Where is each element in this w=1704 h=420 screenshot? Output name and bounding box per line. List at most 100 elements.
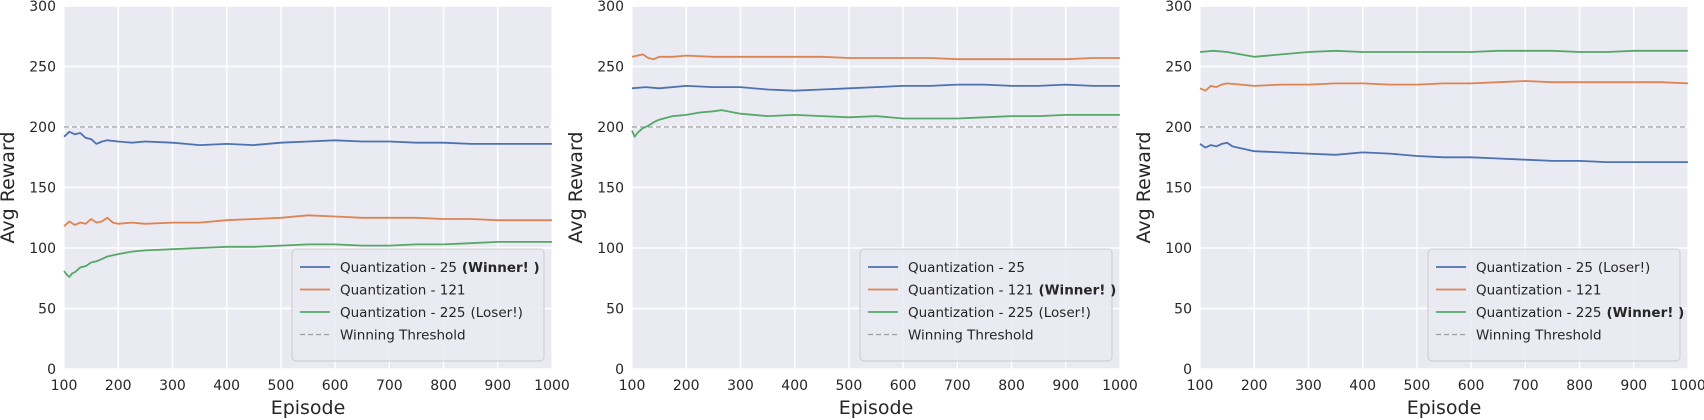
series-line-1 [63, 130, 552, 147]
x-tick-label: 700 [1512, 378, 1539, 394]
legend-entry: Quantization - 25 (Winner! ) [340, 260, 540, 276]
y-axis-label: Avg Reward [0, 132, 19, 244]
y-axis-label: Avg Reward [565, 132, 587, 244]
legend-entry-name: Quantization - 121 [908, 283, 1034, 299]
y-tick-label: 0 [1183, 362, 1192, 378]
x-tick-label: 600 [322, 378, 349, 394]
x-tick-label: 800 [1566, 378, 1593, 394]
chart-panel-3: 0 50 100 150 200 250 300 100 200 300 400 500 600 700 8… [1133, 0, 1704, 419]
x-tick-label: 200 [105, 378, 132, 394]
legend-entry-name: Quantization - 25 [908, 260, 1025, 276]
x-axis-label: Episode [839, 397, 914, 419]
x-tick-label: 100 [51, 378, 78, 394]
y-tick-label: 0 [615, 362, 624, 378]
x-tick-label: 1000 [534, 378, 570, 394]
x-axis-label: Episode [271, 397, 346, 419]
legend-entry: Quantization - 225 (Loser!) [908, 305, 1091, 321]
legend-entry-name: Quantization - 25 [1476, 260, 1593, 276]
legend-entry: Quantization - 25 (Loser!) [1476, 260, 1650, 276]
x-tick-label: 700 [944, 378, 971, 394]
legend: Quantization - 25 (Loser!)Quantization - … [1427, 248, 1684, 362]
y-tick-label: 100 [1165, 241, 1192, 257]
legend: Quantization - 25 (Winner! )Quantization … [291, 248, 545, 362]
x-tick-label: 300 [1295, 378, 1322, 394]
legend-entry-name: Quantization - 225 [340, 305, 466, 321]
y-tick-label: 200 [29, 120, 56, 136]
legend-entry-name: Quantization - 25 [340, 260, 457, 276]
legend-entry: Quantization - 121 [1476, 283, 1602, 299]
x-tick-label: 900 [484, 378, 511, 394]
series-line-2 [631, 53, 1120, 61]
legend-entry-tag: (Loser!) [1039, 305, 1091, 321]
x-tick-label: 400 [213, 378, 240, 394]
legend-box [1427, 248, 1681, 362]
x-tick-label: 1000 [1670, 378, 1704, 394]
x-tick-label: 900 [1052, 378, 1079, 394]
y-tick-label: 0 [47, 362, 56, 378]
x-tick-label: 800 [998, 378, 1025, 394]
x-tick-label: 1000 [1102, 378, 1138, 394]
x-tick-label: 200 [1241, 378, 1268, 394]
y-tick-label: 100 [597, 241, 624, 257]
x-tick-label: 100 [1187, 378, 1214, 394]
legend-entry-threshold: Winning Threshold [908, 328, 1034, 344]
y-tick-label: 300 [1165, 0, 1192, 15]
series-line-2 [63, 214, 552, 227]
y-tick-label: 250 [1165, 60, 1192, 76]
y-tick-label: 50 [38, 302, 56, 318]
x-tick-label: 500 [836, 378, 863, 394]
x-tick-label: 600 [890, 378, 917, 394]
y-tick-label: 200 [1165, 120, 1192, 136]
legend-entry-tag: (Loser!) [1598, 260, 1650, 276]
legend-entry-threshold: Winning Threshold [1476, 328, 1602, 344]
y-tick-label: 300 [597, 0, 624, 15]
series-line-2 [1199, 80, 1689, 92]
y-tick-label: 150 [1165, 181, 1192, 197]
legend-box [859, 248, 1113, 362]
legend-entry-threshold: Winning Threshold [340, 328, 466, 344]
x-tick-label: 200 [673, 378, 700, 394]
y-tick-label: 150 [597, 181, 624, 197]
legend-entry-tag: (Winner! ) [1607, 305, 1685, 321]
y-tick-label: 150 [29, 181, 56, 197]
legend-entry-name: Quantization - 225 [1476, 305, 1602, 321]
x-tick-label: 600 [1458, 378, 1485, 394]
y-axis-label: Avg Reward [1133, 132, 1155, 244]
x-tick-label: 400 [1349, 378, 1376, 394]
legend-entry: Quantization - 121 (Winner! ) [908, 283, 1116, 299]
y-tick-label: 100 [29, 241, 56, 257]
x-tick-label: 800 [430, 378, 457, 394]
legend-entry: Quantization - 225 (Winner! ) [1476, 305, 1684, 321]
x-tick-label: 100 [619, 378, 646, 394]
legend-box [291, 248, 545, 362]
chart-panel-2: 0 50 100 150 200 250 300 100 200 300 400 500 600 700 8… [565, 0, 1138, 419]
series-line-1 [1199, 141, 1688, 164]
chart-panel-1: 0 50 100 150 200 250 300 100 200 300 400 500 600 700 8… [0, 0, 570, 419]
legend-entry-tag: (Winner! ) [1039, 283, 1117, 299]
x-tick-label: 400 [781, 378, 808, 394]
x-tick-label: 300 [727, 378, 754, 394]
series-line-1 [631, 83, 1120, 92]
legend-entry: Quantization - 225 (Loser!) [340, 305, 523, 321]
x-tick-label: 500 [268, 378, 295, 394]
legend-entry-name: Quantization - 225 [908, 305, 1034, 321]
x-tick-label: 700 [376, 378, 403, 394]
legend-entry-tag: (Loser!) [471, 305, 523, 321]
legend-entry-tag: (Winner! ) [462, 260, 540, 276]
legend-entry-name: Quantization - 121 [340, 283, 466, 299]
legend: Quantization - 25 Quantization - 121 (Winn… [859, 248, 1116, 362]
x-tick-label: 500 [1404, 378, 1431, 394]
x-tick-label: 900 [1620, 378, 1647, 394]
x-axis-label: Episode [1407, 397, 1482, 419]
legend-entry: Quantization - 25 [908, 260, 1025, 276]
y-tick-label: 50 [1174, 302, 1192, 318]
y-tick-label: 300 [29, 0, 56, 15]
legend-entry-name: Quantization - 121 [1476, 283, 1602, 299]
y-tick-label: 200 [597, 120, 624, 136]
y-tick-label: 250 [597, 60, 624, 76]
y-tick-label: 50 [606, 302, 624, 318]
legend-entry: Quantization - 121 [340, 283, 466, 299]
series-line-3 [631, 109, 1120, 138]
x-tick-label: 300 [159, 378, 186, 394]
